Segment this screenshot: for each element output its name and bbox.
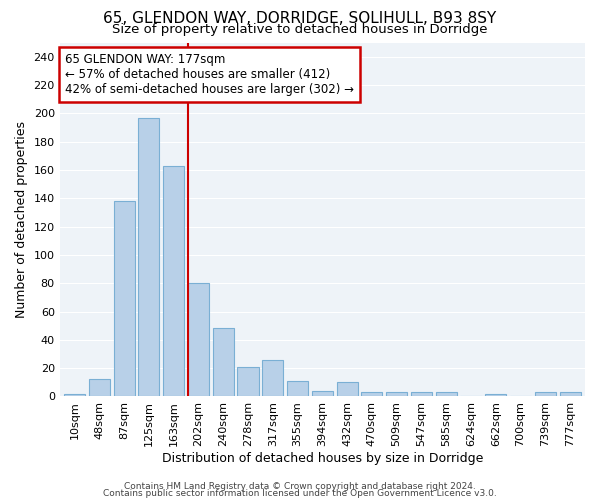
Bar bbox=[485, 394, 506, 396]
Bar bbox=[312, 391, 333, 396]
Bar bbox=[212, 328, 234, 396]
Text: Contains public sector information licensed under the Open Government Licence v3: Contains public sector information licen… bbox=[103, 489, 497, 498]
Bar bbox=[163, 166, 184, 396]
X-axis label: Distribution of detached houses by size in Dorridge: Distribution of detached houses by size … bbox=[161, 452, 483, 465]
Bar bbox=[411, 392, 432, 396]
Bar bbox=[361, 392, 382, 396]
Bar bbox=[89, 380, 110, 396]
Bar bbox=[386, 392, 407, 396]
Text: Size of property relative to detached houses in Dorridge: Size of property relative to detached ho… bbox=[112, 22, 488, 36]
Text: Contains HM Land Registry data © Crown copyright and database right 2024.: Contains HM Land Registry data © Crown c… bbox=[124, 482, 476, 491]
Bar bbox=[64, 394, 85, 396]
Bar bbox=[262, 360, 283, 397]
Bar bbox=[188, 283, 209, 397]
Bar bbox=[535, 392, 556, 396]
Bar bbox=[113, 201, 134, 396]
Bar bbox=[560, 392, 581, 396]
Bar bbox=[238, 366, 259, 396]
Y-axis label: Number of detached properties: Number of detached properties bbox=[15, 121, 28, 318]
Bar bbox=[287, 381, 308, 396]
Text: 65, GLENDON WAY, DORRIDGE, SOLIHULL, B93 8SY: 65, GLENDON WAY, DORRIDGE, SOLIHULL, B93… bbox=[103, 11, 497, 26]
Bar bbox=[139, 118, 160, 396]
Bar bbox=[337, 382, 358, 396]
Bar bbox=[436, 392, 457, 396]
Text: 65 GLENDON WAY: 177sqm
← 57% of detached houses are smaller (412)
42% of semi-de: 65 GLENDON WAY: 177sqm ← 57% of detached… bbox=[65, 53, 354, 96]
